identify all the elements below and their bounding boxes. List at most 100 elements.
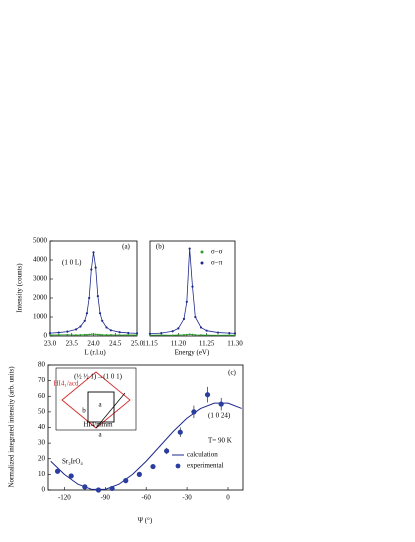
data-point — [127, 334, 130, 336]
data-point — [82, 484, 88, 490]
data-point — [183, 333, 185, 336]
annotation: (1 0 L) — [62, 259, 82, 267]
data-point — [109, 329, 112, 332]
data-point — [177, 334, 180, 336]
data-point — [57, 334, 60, 336]
data-point — [177, 429, 183, 435]
data-point — [177, 327, 180, 330]
data-point — [79, 325, 82, 328]
data-point — [57, 331, 60, 334]
annotation: (1 0 24) — [208, 412, 231, 420]
data-point — [185, 300, 188, 303]
annotation: (½ ½ 1)→(1 0 1) — [74, 373, 122, 381]
data-point — [101, 319, 104, 322]
data-point — [228, 332, 231, 335]
data-point — [101, 333, 104, 336]
axes-frame — [149, 240, 236, 337]
x-tick-label: 24.0 — [87, 340, 100, 348]
data-point — [66, 330, 69, 333]
data-point — [99, 333, 101, 336]
y-tick-label: 40 — [38, 423, 46, 431]
legend-label: σ−π — [211, 259, 223, 267]
series-line — [149, 333, 236, 336]
y-tick-label: 4000 — [33, 256, 48, 264]
data-point — [85, 312, 89, 315]
data-point — [75, 328, 78, 331]
y-tick-label: 10 — [38, 470, 46, 478]
data-point — [171, 330, 174, 333]
panel-label: (c) — [228, 369, 236, 377]
x-axis-label: L (r.l.u) — [84, 349, 106, 357]
annotation: T= 90 K — [208, 437, 232, 445]
data-point — [199, 326, 203, 329]
x-axis-label: Energy (eV) — [175, 349, 210, 357]
panel-label: (a) — [122, 243, 130, 251]
annotation: b — [82, 407, 86, 415]
data-point — [109, 485, 115, 492]
data-point — [233, 332, 237, 335]
data-point — [127, 331, 130, 335]
x-tick-label: 11.25 — [199, 340, 215, 348]
data-point — [216, 331, 220, 334]
x-tick-label: -60 — [142, 494, 152, 502]
data-point — [135, 332, 139, 335]
x-tick-label: -90 — [101, 494, 111, 502]
data-point — [191, 333, 194, 336]
legend-swatch — [200, 261, 204, 265]
data-point — [218, 401, 224, 407]
data-point — [75, 334, 77, 336]
data-point — [194, 315, 197, 319]
data-point — [68, 473, 74, 479]
data-point — [234, 334, 236, 337]
legend-label: experimental — [187, 462, 224, 470]
data-point — [188, 247, 191, 250]
y-tick-label: 0 — [42, 486, 46, 494]
data-point — [92, 251, 95, 254]
x-tick-label: 24.5 — [109, 340, 122, 348]
data-point — [95, 487, 102, 493]
data-point — [54, 468, 61, 474]
data-point — [188, 333, 191, 336]
data-point — [79, 333, 82, 336]
data-point — [164, 448, 170, 454]
data-point — [86, 333, 88, 336]
data-point — [49, 333, 51, 336]
legend-swatch — [200, 250, 204, 254]
data-point — [96, 295, 99, 298]
data-point — [160, 334, 163, 336]
data-point — [88, 296, 91, 300]
x-tick-label: -30 — [182, 494, 192, 502]
inset — [55, 367, 137, 431]
y-tick-label: 20 — [38, 454, 46, 462]
data-point — [228, 334, 231, 337]
data-point — [191, 285, 194, 288]
data-point — [105, 334, 108, 336]
data-point — [96, 333, 99, 336]
data-point — [160, 332, 163, 335]
y-tick-label: 70 — [38, 376, 46, 384]
annotation: a — [98, 431, 102, 439]
data-point — [123, 478, 129, 484]
annotation: Sr₂IrO₄ — [62, 458, 83, 466]
legend-swatch — [175, 463, 181, 469]
y-tick-label: 60 — [38, 392, 46, 400]
x-axis-label: Ψ (°) — [138, 517, 153, 525]
x-tick-label: 23.5 — [66, 340, 79, 348]
data-point — [185, 333, 188, 336]
x-tick-label: -120 — [58, 494, 71, 502]
data-point — [66, 333, 69, 336]
data-point — [150, 463, 156, 470]
data-point — [98, 312, 102, 315]
data-point — [90, 268, 93, 271]
data-point — [191, 409, 197, 415]
legend-label: calculation — [187, 451, 218, 459]
x-tick-label: 11.15 — [142, 340, 158, 348]
data-point — [194, 333, 197, 336]
data-point — [105, 326, 108, 329]
x-tick-label: 11.20 — [171, 340, 187, 348]
data-point — [118, 334, 121, 336]
data-point — [94, 266, 97, 269]
x-tick-label: 11.30 — [227, 340, 243, 348]
inset-arrow — [95, 392, 126, 429]
